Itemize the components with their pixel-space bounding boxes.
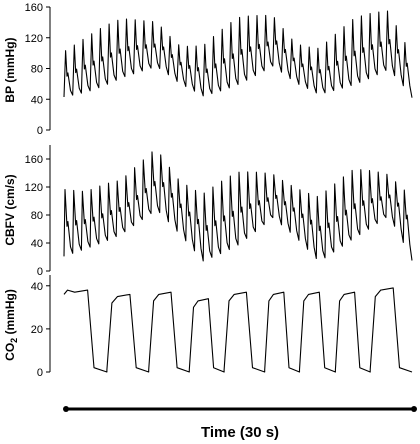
time-scale-label: Time (30 s) bbox=[201, 424, 279, 441]
panel-co2: 0 20 40 CO2 (mmHg) bbox=[3, 275, 413, 379]
y-tick-label: 40 bbox=[31, 281, 43, 293]
co2-trace bbox=[63, 287, 413, 373]
bp-y-axis-title: BP (mmHg) bbox=[3, 37, 17, 102]
cbfv-y-axis-title: CBFV (cm/s) bbox=[3, 174, 17, 245]
y-tick-label: 120 bbox=[25, 182, 43, 194]
y-tick-label: 80 bbox=[31, 210, 43, 222]
cbfv-ticks: 0 40 80 120 160 bbox=[25, 154, 50, 278]
time-scale-right-end bbox=[411, 406, 417, 412]
y-tick-label: 120 bbox=[25, 33, 43, 45]
time-scale: Time (30 s) bbox=[63, 406, 417, 441]
co2-y-axis-title: CO2 (mmHg) bbox=[3, 289, 19, 361]
bp-ticks: 0 40 80 120 160 bbox=[25, 2, 50, 137]
cbfv-trace bbox=[63, 151, 413, 262]
y-tick-label: 0 bbox=[37, 125, 43, 137]
time-scale-left-end bbox=[63, 406, 69, 412]
y-tick-label: 160 bbox=[25, 154, 43, 166]
y-tick-label: 160 bbox=[25, 2, 43, 14]
panel-cbfv: 0 40 80 120 160 CBFV (cm/s) bbox=[3, 145, 413, 278]
y-tick-label: 40 bbox=[31, 94, 43, 106]
y-tick-label: 20 bbox=[31, 324, 43, 336]
y-tick-label: 40 bbox=[31, 238, 43, 250]
panel-bp: 0 40 80 120 160 BP (mmHg) bbox=[3, 2, 413, 137]
bp-trace bbox=[63, 10, 413, 98]
co2-ticks: 0 20 40 bbox=[31, 281, 50, 379]
y-tick-label: 80 bbox=[31, 64, 43, 76]
y-tick-label: 0 bbox=[37, 266, 43, 278]
y-tick-label: 0 bbox=[37, 367, 43, 379]
